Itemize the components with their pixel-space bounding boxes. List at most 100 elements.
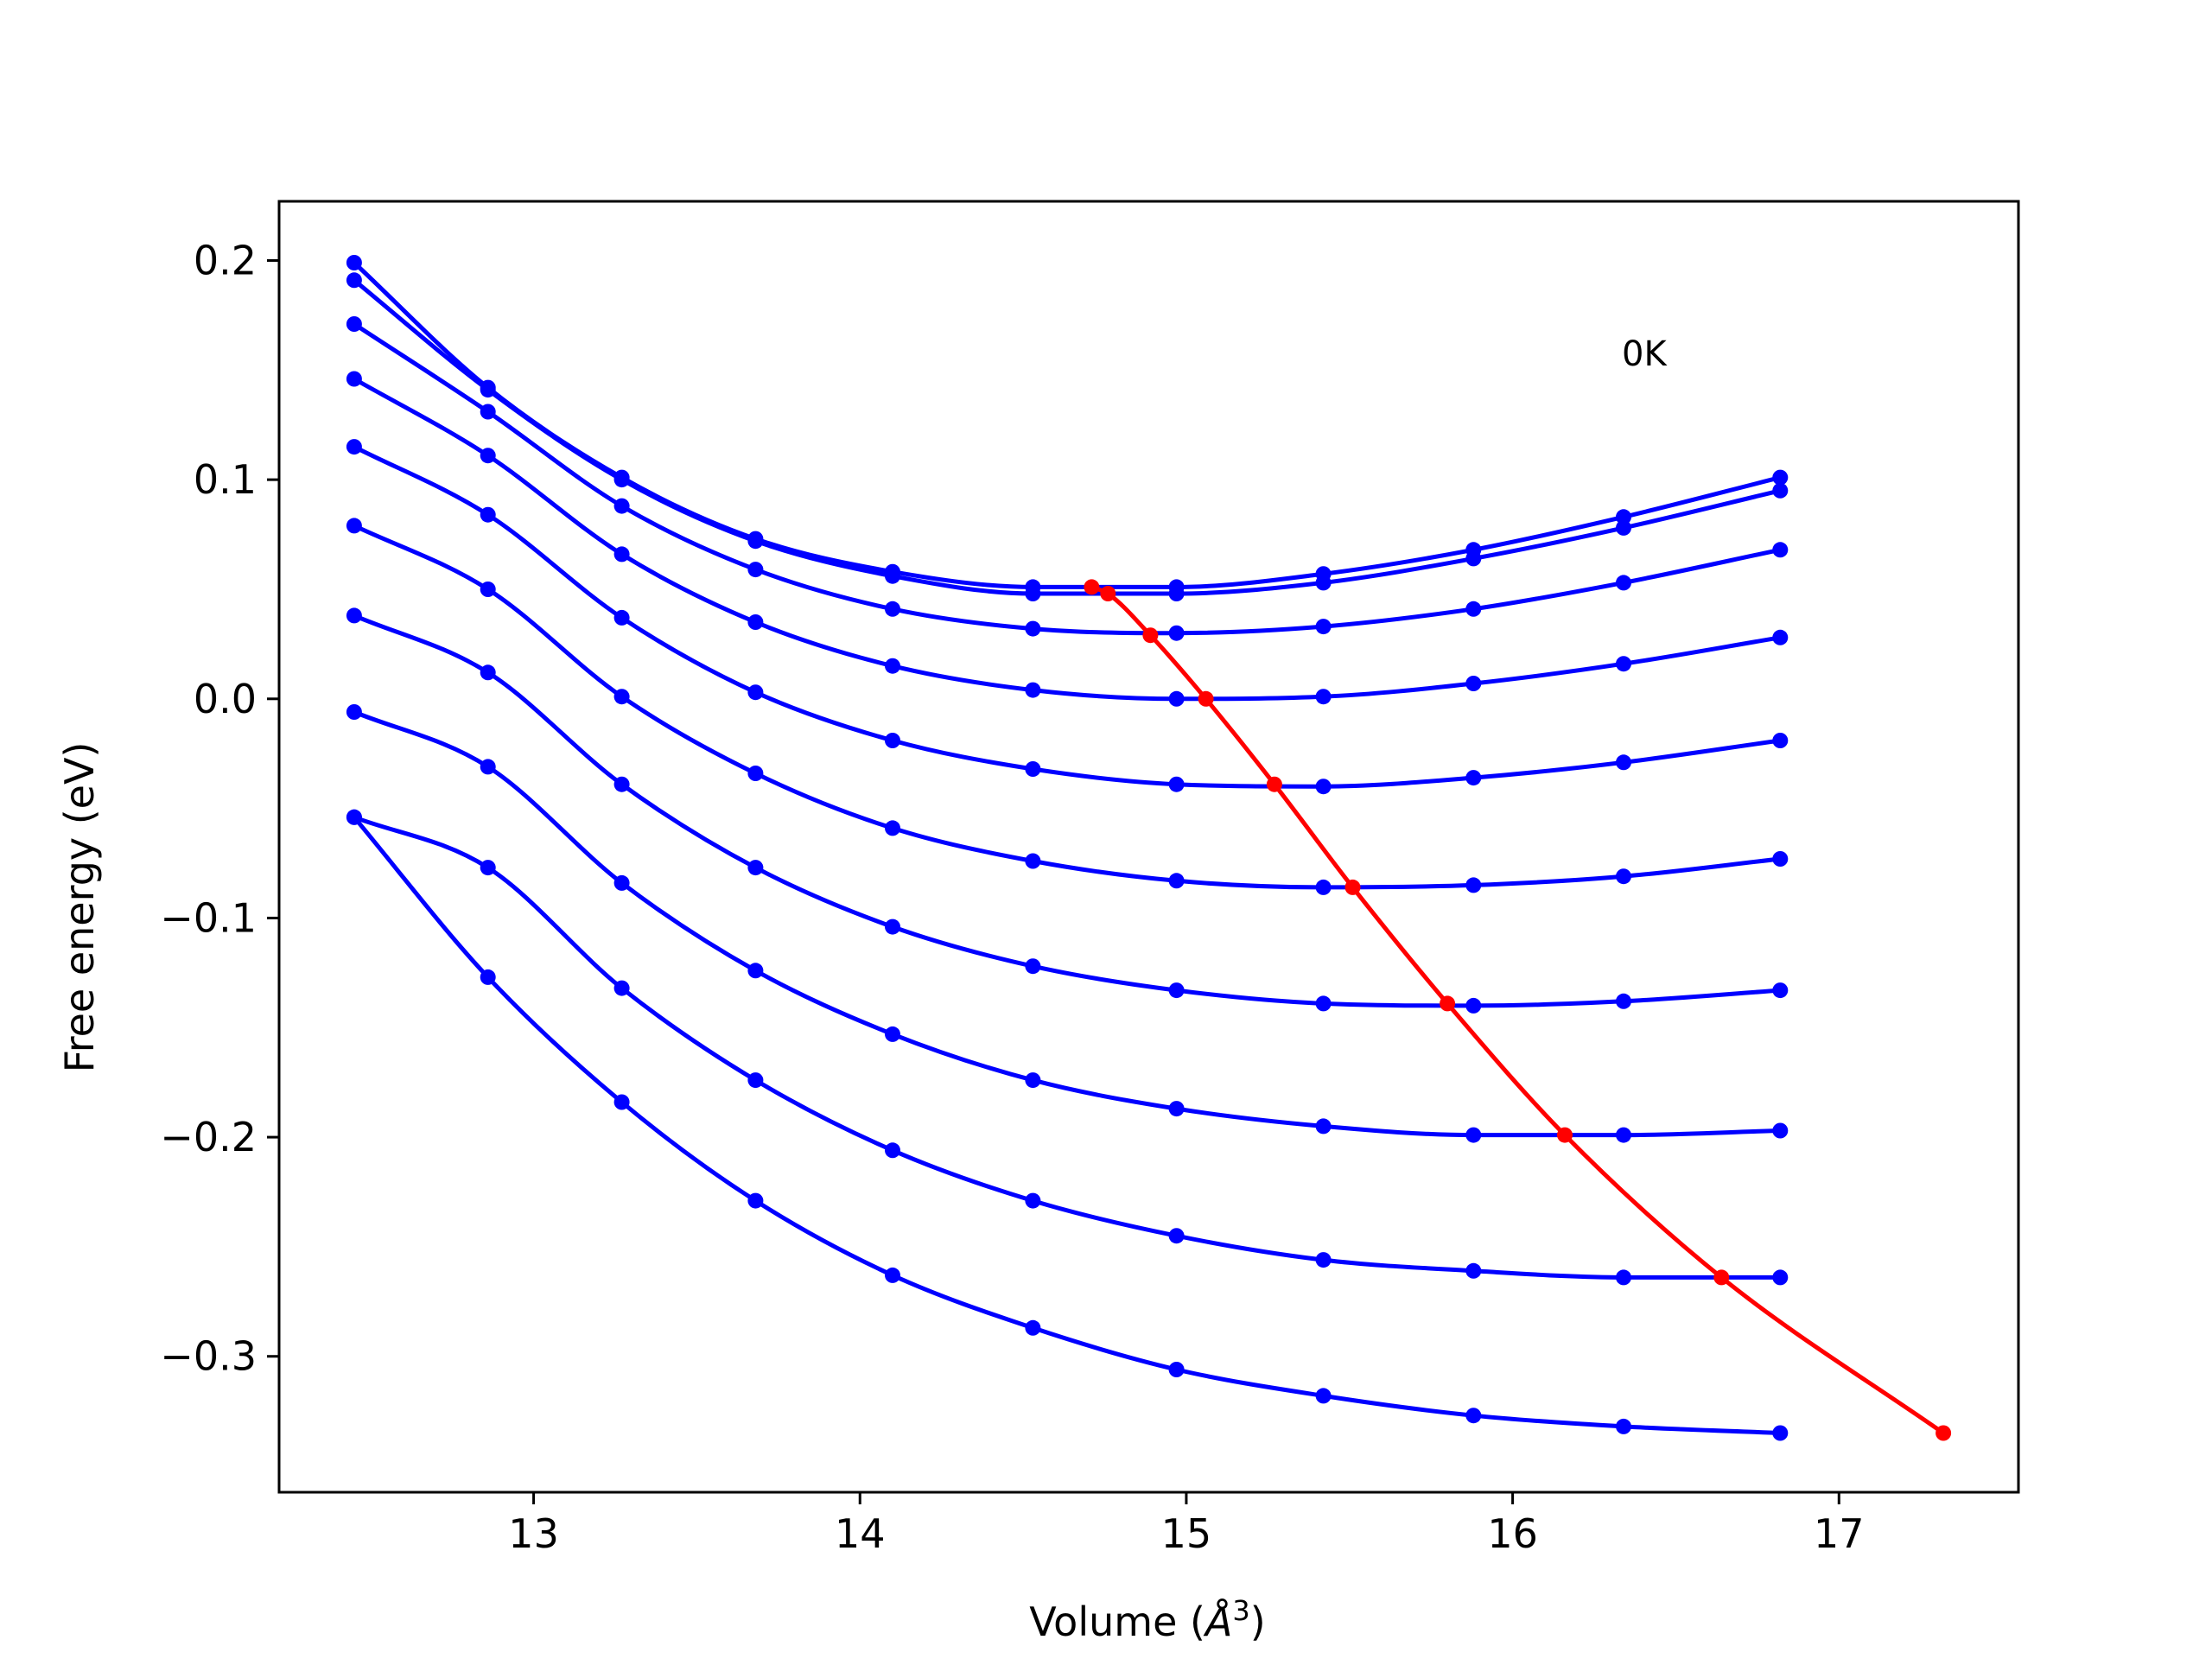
y-tick-label: 0.1 [194,456,257,503]
minimum-point [1198,690,1214,707]
series-point [1616,868,1631,885]
series-point [1772,482,1789,499]
series-point [1168,1362,1185,1377]
series-point [480,664,496,681]
series-point [885,658,900,674]
series-point [1025,1192,1041,1209]
series-point [1315,689,1332,705]
x-axis-label-close: ) [1250,1599,1266,1645]
series-point [480,448,496,464]
series-point [885,1026,900,1042]
series-point [346,704,362,720]
series-point [1465,1408,1482,1424]
series-point [1315,995,1332,1012]
series-point [1772,1425,1789,1441]
series-2 [346,272,1789,601]
series-point [346,518,362,534]
series-point [747,684,764,701]
minimum-point [1084,579,1100,595]
series-point [885,820,900,836]
series-point [1616,509,1631,525]
series-point [885,1142,900,1159]
series-point [1616,754,1631,771]
series-point [1772,982,1789,999]
series-point [885,1267,900,1283]
series-point [346,255,362,270]
series-point [1616,1418,1631,1434]
series-point [613,498,630,514]
series-9 [346,809,1789,1286]
series-point [747,1192,764,1209]
series-point [613,546,630,563]
y-tick-label: 0.0 [194,676,257,722]
series-point [613,472,630,488]
series-point [1772,542,1789,558]
series-point [1315,619,1332,635]
x-axis-label-unit: Å [1203,1599,1232,1645]
series-point [1616,656,1631,672]
series-point [1465,997,1482,1014]
series-point [747,614,764,630]
series-point [480,759,496,775]
minimum-point [1142,627,1159,644]
series-point [613,980,630,996]
series-point [1772,1269,1789,1286]
series-point [1465,1262,1482,1279]
y-tick-label: −0.1 [160,894,257,941]
series-7 [346,607,1789,1014]
x-tick-label: 14 [835,1510,886,1557]
y-axis-label: Free energy (eV) [56,742,103,1073]
series-point [1025,958,1041,975]
series-point [1465,877,1482,893]
series-point [747,766,764,781]
x-tick-label: 17 [1814,1510,1865,1557]
series-point [1616,1127,1631,1143]
series-point [346,272,362,289]
series-point [1465,601,1482,617]
y-tick-label: −0.3 [160,1333,257,1380]
series-point [1168,982,1185,999]
x-axis-label-exponent: 3 [1232,1594,1249,1627]
series-8 [346,704,1789,1143]
series-point [1616,519,1631,536]
series-point [1772,851,1789,867]
series-point [613,609,630,626]
minimum-point [1344,879,1361,895]
series-point [1772,733,1789,748]
series-layer [346,255,1789,1441]
series-point [1025,586,1041,601]
series-point [1025,761,1041,777]
x-axis-label: Volume (Å3) [1029,1594,1265,1645]
series-point [885,568,900,584]
minimum-point [1557,1127,1573,1143]
series-point [1616,993,1631,1009]
series-point [747,1072,764,1089]
series-6 [346,518,1789,895]
temperature-annotation: 0K [1622,334,1668,374]
series-point [1465,1127,1482,1143]
x-axis-label-text: Volume ( [1029,1599,1205,1645]
series-point [613,689,630,705]
x-tick-label: 13 [508,1510,559,1557]
series-point [1168,625,1185,641]
series-point [1168,586,1185,601]
series-point [346,809,362,825]
minimum-point [1266,776,1282,792]
series-point [346,607,362,624]
x-axis-ticks: 13 14 15 16 17 [508,1492,1865,1557]
minimum-curve-layer [1084,579,1952,1441]
minimum-point [1713,1269,1730,1286]
series-point [1168,690,1185,707]
minimum-point [1100,586,1116,601]
series-point [1465,550,1482,567]
series-point [747,963,764,979]
series-point [1616,1269,1631,1286]
series-point [1315,779,1332,795]
series-point [480,969,496,985]
series-point [1315,575,1332,591]
series-point [480,506,496,523]
series-point [613,1094,630,1110]
series-point [346,316,362,332]
series-point [1616,575,1631,591]
